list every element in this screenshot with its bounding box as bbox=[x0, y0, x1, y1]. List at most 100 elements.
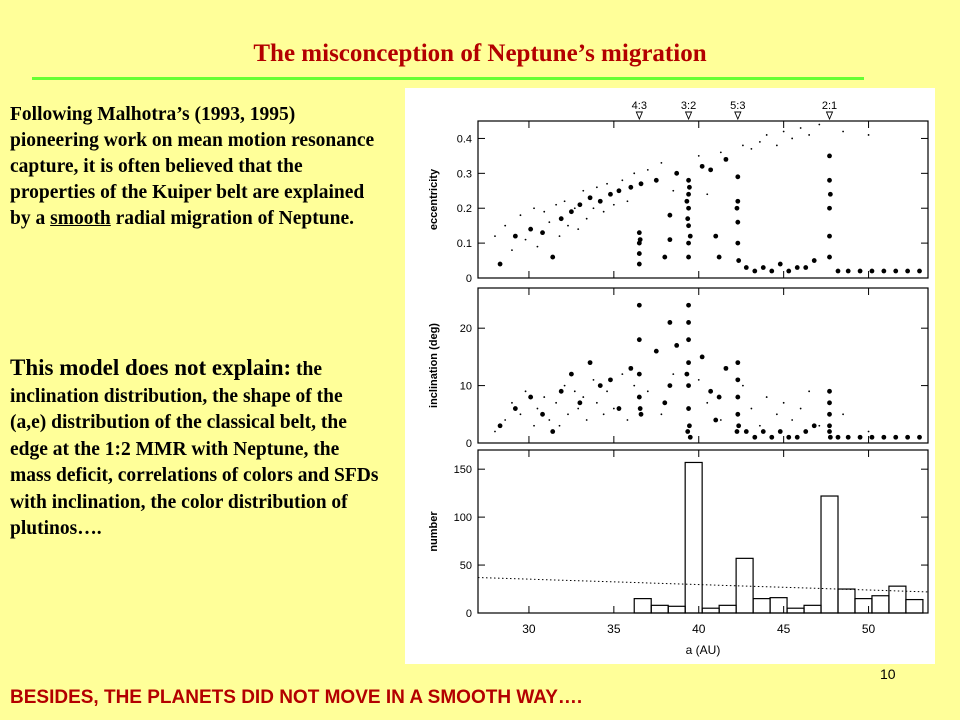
scatter-point-background bbox=[511, 249, 513, 251]
scatter-point bbox=[857, 434, 863, 440]
scatter-point bbox=[540, 230, 545, 236]
scatter-point bbox=[686, 360, 691, 366]
slide-title: The misconception of Neptune’s migration bbox=[253, 40, 707, 67]
scatter-point bbox=[835, 434, 841, 440]
scatter-point bbox=[528, 394, 534, 400]
scatter-point-background bbox=[621, 179, 624, 182]
panel-frame bbox=[477, 287, 929, 444]
scatter-point bbox=[827, 254, 832, 260]
scatter-point bbox=[686, 406, 691, 411]
y-tick-label: 0.3 bbox=[457, 168, 472, 180]
scatter-point-background bbox=[585, 419, 588, 421]
scatter-point bbox=[653, 177, 659, 183]
y-axis-label: number bbox=[428, 511, 440, 552]
scatter-point bbox=[686, 177, 691, 183]
scatter-point-background bbox=[842, 413, 844, 416]
scatter-point bbox=[636, 302, 642, 308]
scatter-point bbox=[577, 202, 583, 208]
scatter-point bbox=[686, 337, 691, 343]
scatter-point-background bbox=[750, 407, 753, 410]
scatter-point bbox=[636, 261, 642, 267]
scatter-point-background bbox=[646, 390, 649, 393]
y-tick-label: 0 bbox=[466, 438, 472, 450]
scatter-point bbox=[794, 434, 800, 440]
scatter-point-background bbox=[582, 189, 585, 192]
scatter-point-background bbox=[567, 413, 569, 416]
y-tick-label: 20 bbox=[460, 323, 472, 335]
scatter-point bbox=[827, 411, 832, 417]
scatter-point bbox=[638, 181, 644, 187]
scatter-point bbox=[687, 423, 692, 429]
migration-figure: 0 0.1 0.2 0.3 0.4 eccentricity 0 10 20 inclinatio… bbox=[405, 88, 935, 664]
scatter-point bbox=[587, 360, 593, 366]
scatter-point bbox=[723, 156, 729, 162]
scatter-point bbox=[905, 434, 911, 440]
y-tick-label: 0 bbox=[466, 608, 472, 620]
histogram-bar bbox=[820, 495, 839, 614]
scatter-point bbox=[628, 184, 634, 190]
scatter-point-background bbox=[867, 430, 870, 433]
x-tick-label: 50 bbox=[862, 622, 876, 636]
reference-line bbox=[477, 577, 929, 593]
scatter-point-background bbox=[577, 228, 580, 231]
footer-statement: BESIDES, THE PLANETS DID NOT MOVE IN A S… bbox=[10, 687, 583, 708]
histogram-bar bbox=[735, 557, 754, 614]
scatter-point bbox=[667, 383, 673, 388]
scatter-point bbox=[827, 400, 832, 406]
scatter-point-background bbox=[646, 168, 649, 171]
scatter-point bbox=[845, 434, 851, 440]
scatter-point bbox=[628, 365, 634, 371]
scatter-point bbox=[736, 258, 742, 263]
scatter-point bbox=[528, 226, 534, 232]
scatter-point bbox=[708, 388, 714, 394]
scatter-point bbox=[608, 191, 613, 197]
scatter-point bbox=[777, 429, 783, 434]
scatter-point-background bbox=[799, 407, 802, 410]
scatter-point bbox=[752, 268, 758, 274]
scatter-point bbox=[735, 394, 741, 400]
scatter-point bbox=[723, 365, 729, 371]
scatter-point bbox=[827, 388, 832, 394]
scatter-point bbox=[794, 265, 800, 270]
scatter-point bbox=[685, 429, 691, 434]
scatter-point bbox=[735, 219, 741, 225]
resonance-marker bbox=[684, 111, 693, 121]
scatter-point-background bbox=[758, 424, 761, 427]
scatter-point bbox=[686, 223, 691, 229]
x-tick-label: 30 bbox=[522, 622, 536, 636]
scatter-point bbox=[734, 429, 740, 434]
histogram-bar bbox=[650, 604, 669, 614]
scatter-point-background bbox=[524, 238, 527, 241]
scatter-point bbox=[735, 377, 741, 383]
scatter-point-background bbox=[543, 210, 546, 213]
scatter-point bbox=[893, 434, 899, 440]
scatter-point-background bbox=[533, 424, 535, 427]
scatter-point bbox=[827, 233, 832, 239]
scatter-point bbox=[699, 354, 705, 360]
scatter-point bbox=[636, 394, 642, 400]
scatter-point bbox=[636, 337, 642, 343]
scatter-point-background bbox=[494, 430, 496, 433]
scatter-point-background bbox=[582, 396, 585, 398]
intro-paragraph: Following Malhotra’s (1993, 1995) pionee… bbox=[10, 102, 382, 232]
resonance-label: 2:1 bbox=[822, 100, 837, 112]
scatter-point bbox=[713, 417, 719, 423]
scatter-point bbox=[686, 320, 691, 325]
scatter-point bbox=[662, 400, 668, 406]
scatter-point bbox=[636, 371, 642, 377]
scatter-point bbox=[917, 268, 922, 274]
scatter-point bbox=[735, 360, 741, 366]
scatter-point bbox=[636, 251, 642, 256]
scatter-point-background bbox=[782, 401, 785, 404]
scatter-point-background bbox=[782, 130, 785, 133]
scatter-point bbox=[686, 240, 691, 246]
scatter-point-background bbox=[555, 401, 558, 404]
scatter-point bbox=[558, 216, 564, 222]
scatter-point bbox=[684, 371, 690, 377]
scatter-point-background bbox=[533, 207, 535, 210]
resonance-label: 4:3 bbox=[632, 100, 647, 112]
resonance-label: 5:3 bbox=[730, 100, 745, 112]
histogram-bar bbox=[633, 598, 652, 614]
scatter-point-background bbox=[742, 384, 744, 387]
y-tick-label: 0 bbox=[466, 273, 472, 285]
